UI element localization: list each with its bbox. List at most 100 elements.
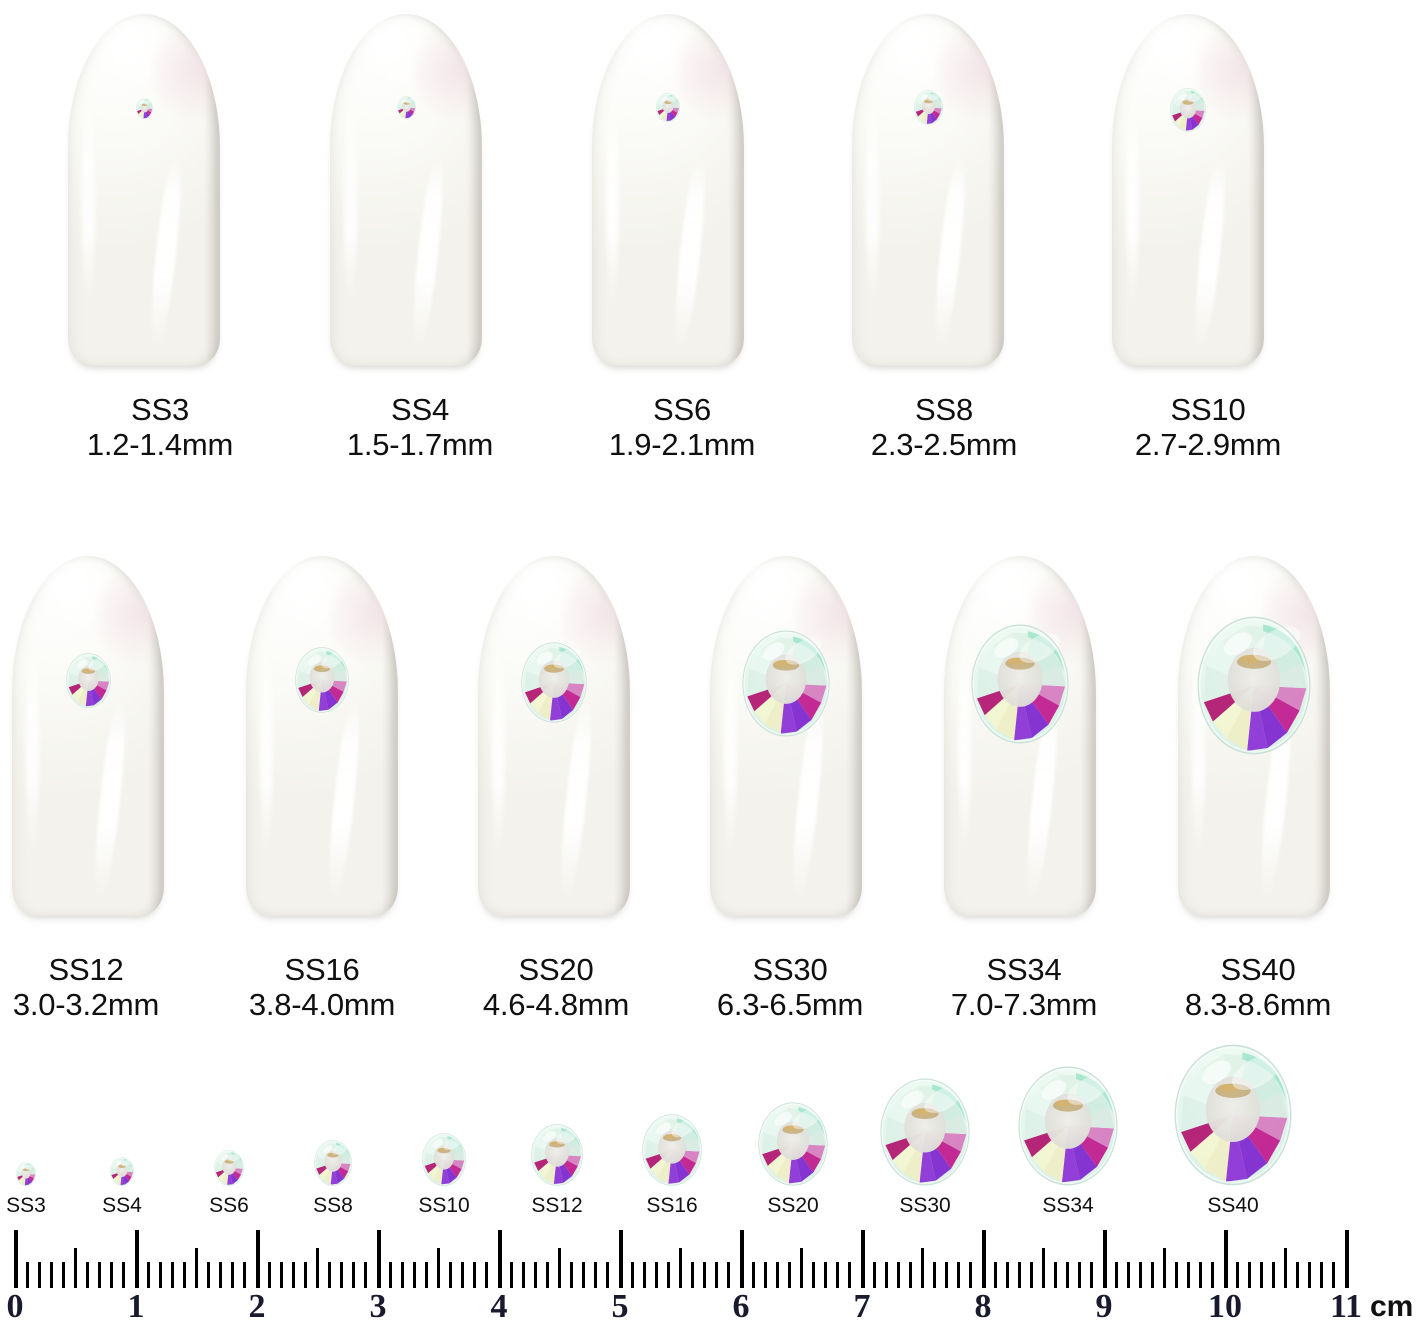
size-millimeters: 6.3-6.5mm bbox=[716, 987, 864, 1023]
rhinestone-ss16 bbox=[295, 647, 349, 713]
ruler-tick-mm bbox=[582, 1262, 586, 1288]
strip-stone-label: SS16 bbox=[646, 1194, 698, 1217]
nail-gloss-gloss-b bbox=[343, 91, 358, 310]
nail-gloss-gloss-b bbox=[605, 91, 620, 310]
nail-gloss-edge bbox=[846, 577, 862, 909]
nail-tip-shape bbox=[478, 556, 630, 916]
ruler-tick-mm bbox=[25, 1262, 29, 1288]
ruler-tick-mm bbox=[1017, 1262, 1021, 1288]
ruler-tick-mm bbox=[727, 1262, 731, 1288]
ruler-tick-half bbox=[1042, 1248, 1045, 1288]
nail-size-label: SS6 1.9-2.1mm bbox=[542, 392, 822, 463]
ruler-tick-half bbox=[316, 1248, 319, 1288]
rhinestone-sample bbox=[214, 1150, 244, 1186]
size-code: SS16 bbox=[284, 952, 360, 987]
ruler-tick-mm bbox=[1126, 1262, 1130, 1288]
ruler-tick-mm bbox=[594, 1262, 598, 1288]
ruler-tick-half bbox=[437, 1248, 440, 1288]
strip-stone-label: SS6 bbox=[209, 1194, 249, 1217]
rhinestone-ss40 bbox=[1197, 616, 1311, 755]
rhinestone-sample bbox=[110, 1157, 134, 1186]
ruler-tick-mm bbox=[908, 1262, 912, 1288]
nail-tip-shape bbox=[1112, 14, 1264, 366]
ruler-number: 6 bbox=[732, 1288, 750, 1325]
rhinestone-ss3 bbox=[135, 97, 153, 119]
ruler-tick-mm bbox=[49, 1262, 53, 1288]
ruler-tick-mm bbox=[1114, 1262, 1118, 1288]
nail-gloss-gloss-b bbox=[259, 635, 274, 859]
nail-gloss-gloss-a bbox=[669, 154, 711, 353]
ruler-tick-mm bbox=[37, 1262, 41, 1288]
nail-gloss-gloss-b bbox=[865, 91, 880, 310]
ruler-number: 1 bbox=[127, 1288, 145, 1325]
ruler-tick-mm bbox=[824, 1262, 828, 1288]
size-code: SS34 bbox=[986, 952, 1062, 987]
nail-size-label: SS10 2.7-2.9mm bbox=[1068, 392, 1348, 463]
ruler-tick-half bbox=[679, 1248, 682, 1288]
nail-gloss-edge bbox=[1080, 577, 1096, 909]
ruler-tick-mm bbox=[642, 1262, 646, 1288]
ruler-tick-mm bbox=[691, 1262, 695, 1288]
ruler-tick-mm bbox=[1308, 1262, 1312, 1288]
ruler-tick-cm bbox=[134, 1230, 139, 1288]
strip-stone-ss40: SS40 bbox=[1163, 1044, 1303, 1232]
rhinestone-sample bbox=[531, 1124, 583, 1186]
ruler-tick-half bbox=[195, 1248, 198, 1288]
size-millimeters: 1.5-1.7mm bbox=[346, 427, 494, 463]
nail-gloss-gloss-a bbox=[1189, 154, 1231, 353]
ruler-tick-mm bbox=[606, 1262, 610, 1288]
strip-stone-label: SS34 bbox=[1042, 1194, 1094, 1217]
size-millimeters: 4.6-4.8mm bbox=[482, 987, 630, 1023]
strip-stone-label: SS4 bbox=[102, 1194, 142, 1217]
ruler-tick-mm bbox=[1078, 1262, 1082, 1288]
nail-tip-shape bbox=[68, 14, 220, 366]
size-code: SS30 bbox=[752, 952, 828, 987]
rhinestone-sample bbox=[314, 1140, 352, 1186]
ruler-number: 0 bbox=[6, 1288, 24, 1325]
ruler-tick-mm bbox=[1150, 1262, 1154, 1288]
ruler-tick-mm bbox=[896, 1262, 900, 1288]
nail-gloss-gloss-a bbox=[145, 154, 187, 353]
ruler-tick-cm bbox=[255, 1230, 260, 1288]
ruler-tick-mm bbox=[449, 1262, 453, 1288]
ruler-tick-mm bbox=[219, 1262, 223, 1288]
ruler-tick-mm bbox=[485, 1262, 489, 1288]
nail-gloss-edge bbox=[382, 577, 398, 909]
ruler-tick-mm bbox=[654, 1262, 658, 1288]
nail-gloss-tint bbox=[153, 35, 214, 127]
nail-size-label: SS20 4.6-4.8mm bbox=[416, 952, 696, 1023]
nail-gloss-edge bbox=[204, 35, 220, 359]
ruler-tick-mm bbox=[1199, 1262, 1203, 1288]
ruler-tick-mm bbox=[848, 1262, 852, 1288]
size-millimeters: 7.0-7.3mm bbox=[950, 987, 1098, 1023]
ruler-tick-mm bbox=[763, 1262, 767, 1288]
strip-stone-label: SS12 bbox=[531, 1194, 583, 1217]
ruler-tick-mm bbox=[533, 1262, 537, 1288]
centimeter-ruler: 0 1 2 3 4 5 6 7 8 9 10 11 cm bbox=[0, 1230, 1416, 1326]
nail-gloss-gloss-a bbox=[929, 154, 971, 353]
rhinestone-sample bbox=[1018, 1066, 1118, 1186]
size-code: SS40 bbox=[1220, 952, 1296, 987]
ruler-tick-mm bbox=[1320, 1262, 1324, 1288]
nail-gloss-edge bbox=[988, 35, 1004, 359]
nail-gloss-gloss-a bbox=[323, 699, 365, 903]
ruler-tick-mm bbox=[1175, 1262, 1179, 1288]
ruler-tick-mm bbox=[1090, 1262, 1094, 1288]
ruler-number: 10 bbox=[1208, 1288, 1242, 1325]
ruler-tick-mm bbox=[703, 1262, 707, 1288]
nail-gloss-gloss-b bbox=[81, 91, 96, 310]
ruler-number: 3 bbox=[369, 1288, 387, 1325]
strip-stone-ss30: SS30 bbox=[855, 1078, 995, 1232]
size-millimeters: 3.8-4.0mm bbox=[248, 987, 396, 1023]
strip-stone-ss4: SS4 bbox=[52, 1157, 192, 1232]
rhinestone-ss4 bbox=[396, 96, 416, 120]
size-code: SS4 bbox=[391, 392, 449, 427]
ruler-number: 4 bbox=[490, 1288, 508, 1325]
ruler-tick-mm bbox=[110, 1262, 114, 1288]
ruler-number: 9 bbox=[1095, 1288, 1113, 1325]
rhinestone-ss8 bbox=[913, 90, 943, 126]
ruler-tick-mm bbox=[1187, 1262, 1191, 1288]
ruler-tick-cm bbox=[1223, 1230, 1228, 1288]
rhinestone-ss30 bbox=[742, 630, 830, 737]
